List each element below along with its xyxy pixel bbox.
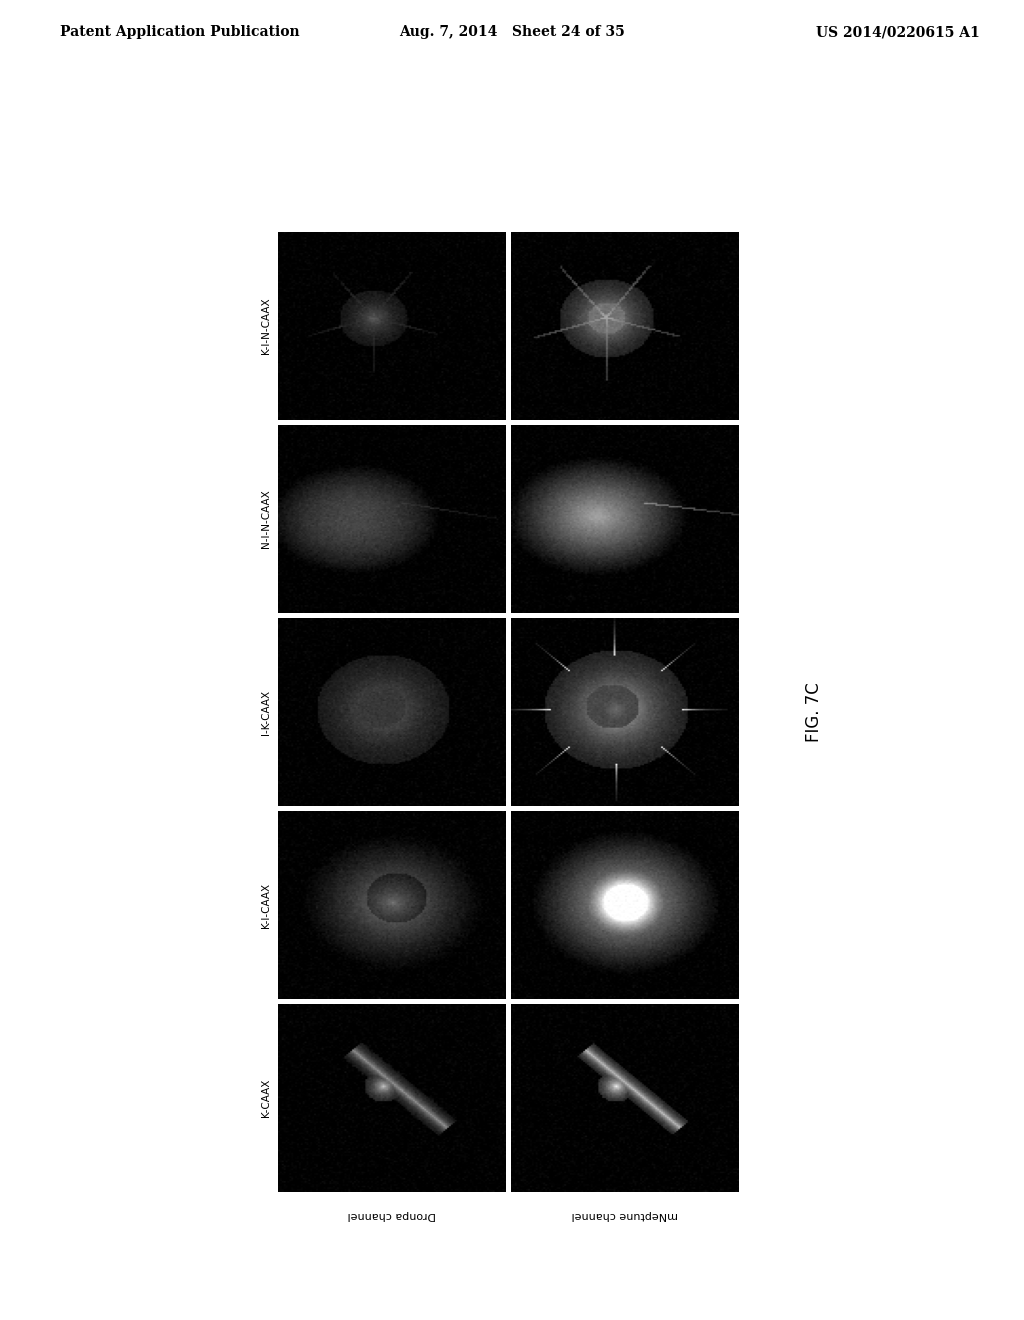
Text: mNeptune channel: mNeptune channel [571, 1210, 678, 1220]
Text: K-I-N-CAAX: K-I-N-CAAX [261, 298, 271, 354]
Text: Dronpa channel: Dronpa channel [348, 1210, 436, 1220]
Text: K-CAAX: K-CAAX [261, 1078, 271, 1117]
Text: K-I-CAAX: K-I-CAAX [261, 883, 271, 928]
Text: US 2014/0220615 A1: US 2014/0220615 A1 [816, 25, 980, 40]
Text: Patent Application Publication: Patent Application Publication [60, 25, 300, 40]
Text: I-K-CAAX: I-K-CAAX [261, 689, 271, 734]
Text: FIG. 7C: FIG. 7C [805, 682, 823, 742]
Text: I: I [724, 242, 727, 252]
Text: Aug. 7, 2014   Sheet 24 of 35: Aug. 7, 2014 Sheet 24 of 35 [399, 25, 625, 40]
Text: N-I-N-CAAX: N-I-N-CAAX [261, 490, 271, 548]
